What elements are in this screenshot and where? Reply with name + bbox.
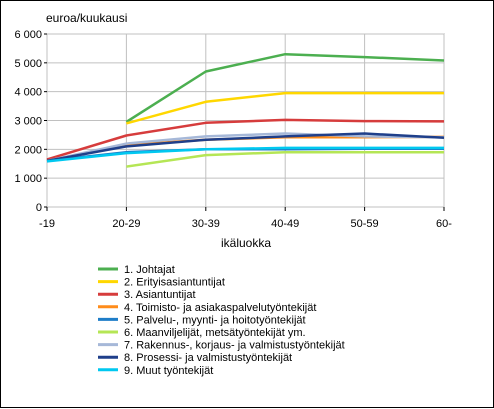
x-tick-label: 60- — [436, 218, 452, 230]
y-tick-label: 2 000 — [14, 144, 42, 156]
legend-label-3: 3. Asiantuntijat — [124, 289, 196, 301]
x-tick-label: -19 — [39, 218, 55, 230]
legend-label-2: 2. Erityisasiantuntijat — [124, 277, 225, 289]
series-line-9 — [46, 146, 444, 163]
series-line-8 — [46, 132, 445, 163]
y-tick-label: 1 000 — [14, 173, 42, 185]
legend-label-6: 6. Maanviljelijät, metsätyöntekijät ym. — [124, 327, 306, 339]
series-line-3 — [46, 118, 445, 161]
x-tick-label: 50-59 — [351, 218, 379, 230]
y-tick-label: 0 — [36, 202, 42, 214]
y-tick-label: 3 000 — [14, 116, 42, 128]
x-tick-label: 20-29 — [112, 218, 140, 230]
legend-label-1: 1. Johtajat — [124, 264, 175, 276]
y-tick-label: 6 000 — [14, 29, 42, 41]
x-tick-label: 30-39 — [192, 218, 220, 230]
series-lines — [46, 52, 445, 168]
legend-label-7: 7. Rakennus-, korjaus- ja valmistustyönt… — [124, 340, 345, 352]
y-tick-labels: 0 1 000 2 000 3 000 4 000 5 000 6 000 — [14, 29, 47, 214]
x-tick-labels: -19 20-29 30-39 40-49 50-59 60- — [39, 207, 452, 230]
y-axis-label: euroa/kuukausi — [46, 11, 127, 25]
series-line-6 — [126, 150, 444, 168]
y-tick-label: 5 000 — [14, 58, 42, 70]
series-line-2 — [126, 91, 444, 125]
x-axis-label: ikäluokka — [221, 236, 271, 250]
series-line-7 — [46, 132, 445, 163]
legend-label-9: 9. Muut työntekijät — [124, 365, 213, 377]
legend-label-5: 5. Palvelu-, myynti- ja hoitotyöntekijät — [124, 314, 306, 326]
y-tick-label: 4 000 — [14, 87, 42, 99]
series-line-1 — [125, 52, 445, 123]
legend-label-8: 8. Prosessi- ja valmistustyöntekijät — [124, 352, 292, 364]
x-tick-label: 40-49 — [271, 218, 299, 230]
legend-label-4: 4. Toimisto- ja asiakaspalvelutyöntekijä… — [124, 302, 316, 314]
